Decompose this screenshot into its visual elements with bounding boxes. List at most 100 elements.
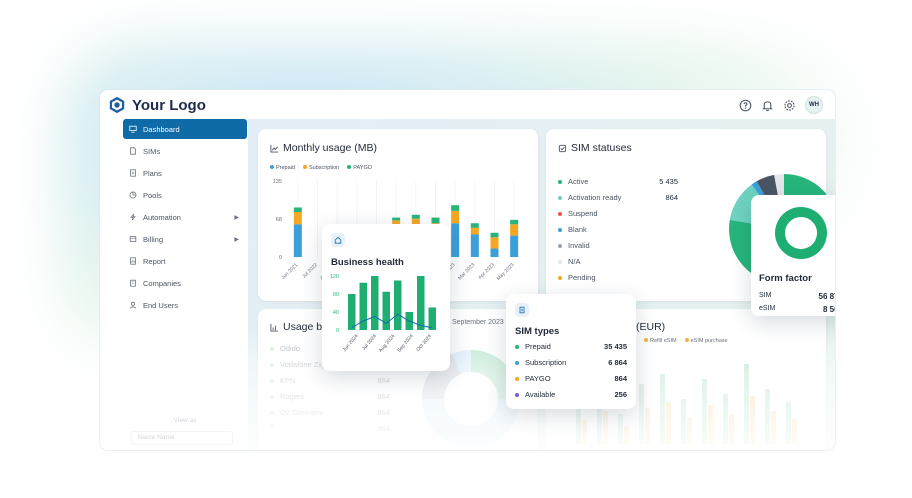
eur-bar [708, 405, 713, 444]
sim-type-row[interactable]: Subscription [515, 358, 566, 367]
sidebar-item-end-users[interactable]: End Users [123, 295, 247, 315]
bar-paygo[interactable] [411, 214, 420, 219]
donut-slice-invalid[interactable] [756, 174, 780, 205]
period-label: September 2023 [452, 319, 504, 326]
bar-paygo[interactable] [490, 232, 499, 238]
form-factor-popover[interactable]: Form factor SIM 56 875 eSIM 8 562 [751, 195, 835, 316]
bar-paygo[interactable] [431, 217, 440, 224]
sim-type-value: 864 [614, 374, 627, 383]
sim-status-row[interactable]: Blank [558, 225, 587, 234]
sim-type-value: 35 435 [604, 342, 627, 351]
x-tick-label: Jul 2024 [361, 333, 378, 352]
eur-bar [771, 411, 776, 444]
line-chart-icon [270, 144, 279, 153]
sidebar-item-plans[interactable]: Plans [123, 163, 247, 183]
legend-label: Prepaid [276, 165, 295, 171]
bar-subscription[interactable] [490, 237, 499, 249]
gear-icon[interactable] [783, 99, 796, 112]
user-icon [129, 301, 137, 309]
sim-status-row[interactable]: Activation ready [558, 193, 621, 202]
bar-paygo[interactable] [293, 207, 302, 212]
status-dot [558, 211, 562, 216]
sim-status-icon [558, 144, 567, 152]
sim-status-row[interactable]: Active [558, 177, 588, 186]
monthly-usage-title: Monthly usage (MB) [283, 142, 377, 154]
document-icon [130, 169, 136, 177]
bar-prepaid[interactable] [451, 223, 460, 257]
donut-slice-esim[interactable] [781, 207, 802, 223]
sim-status-label: Activation ready [568, 193, 622, 202]
bar-subscription[interactable] [510, 224, 519, 236]
bar-prepaid[interactable] [510, 235, 519, 257]
sim-types-popover[interactable]: SIM types Prepaid 35 435 Subscription 6 864… [506, 294, 636, 409]
help-icon[interactable] [739, 99, 752, 112]
sim-status-row[interactable]: N/A [558, 257, 581, 266]
sim-status-label: Suspend [568, 209, 598, 218]
sidebar-item-billing[interactable]: Billing ▶ [123, 229, 247, 249]
usage-by-row: Rogers [270, 392, 304, 401]
eur-title: (EUR) [636, 321, 666, 333]
bar-paygo[interactable] [470, 223, 479, 228]
status-dot [558, 179, 562, 184]
sidebar-item-sims[interactable]: SIMs [123, 141, 247, 161]
form-factor-label: SIM [759, 292, 772, 299]
bar-subscription[interactable] [293, 211, 302, 225]
sim-status-row[interactable]: Suspend [558, 209, 598, 218]
sidebar-item-pools[interactable]: Pools [123, 185, 247, 205]
sim-type-row[interactable]: PAYGO [515, 374, 551, 383]
bar-subscription[interactable] [470, 227, 479, 235]
sidebar-item-dashboard[interactable]: Dashboard [123, 119, 247, 139]
form-factor-title: Form factor [759, 273, 812, 284]
app-window: Your Logo WH Dashboard SIMs Plans Pools … [100, 90, 835, 450]
bell-icon[interactable] [761, 99, 774, 112]
home-icon [334, 236, 342, 244]
sidebar-item-label: Plans [143, 168, 162, 178]
name-field[interactable]: Name Name [131, 431, 233, 445]
monthly-usage-title-row: Monthly usage (MB) [270, 142, 377, 154]
health-bar[interactable] [348, 294, 356, 330]
eur-bar [687, 417, 692, 444]
bar-prepaid[interactable] [293, 224, 302, 257]
health-bar[interactable] [394, 280, 402, 331]
bar-paygo[interactable] [510, 219, 519, 225]
bar-prepaid[interactable] [470, 234, 479, 257]
usage-by-title-row: Usage b [270, 321, 322, 333]
sim-status-row[interactable]: Invalid [558, 241, 590, 250]
eur-bar [582, 420, 587, 444]
eur-legend: Refill eSIM eSIM purchase [644, 338, 728, 344]
sim-status-row[interactable]: Pending [558, 273, 596, 282]
sim-status-label: Active [568, 177, 589, 186]
x-tick-label: Aug 2024 [378, 333, 396, 353]
avatar[interactable]: WH [805, 96, 823, 114]
sim-type-value: 256 [614, 390, 627, 399]
health-bar[interactable] [382, 291, 391, 330]
bar-subscription[interactable] [411, 218, 420, 229]
eur-bar [750, 396, 755, 444]
eur-bar [576, 404, 581, 444]
sidebar-item-automation[interactable]: Automation ▶ [123, 207, 247, 227]
health-bar[interactable] [359, 282, 368, 330]
x-tick-label: Mar 2023 [457, 262, 476, 281]
health-bar[interactable] [371, 276, 379, 330]
y-tick-label: 80 [333, 292, 339, 298]
eur-bar [702, 379, 707, 444]
bar-prepaid[interactable] [490, 248, 499, 257]
usage-by-row: KPN [270, 376, 295, 385]
sidebar-item-report[interactable]: Report [123, 251, 247, 271]
sidebar-item-label: Report [143, 256, 166, 266]
health-bar[interactable] [428, 307, 437, 331]
x-tick-label: Sep 2024 [396, 333, 414, 353]
donut-slice-sim[interactable] [775, 207, 827, 259]
bar-subscription[interactable] [451, 210, 460, 224]
chevron-right-icon: ▶ [234, 214, 239, 221]
sidebar-item-companies[interactable]: Companies [123, 273, 247, 293]
business-health-popover[interactable]: Business health 120 80 40 0 Jun 2024 Jul 2024… [322, 224, 450, 371]
logo-text[interactable]: Your Logo [132, 96, 206, 114]
donut-slice-n-a[interactable] [774, 174, 785, 201]
sim-type-row[interactable]: Prepaid [515, 342, 551, 351]
health-bar[interactable] [417, 276, 425, 330]
bar-paygo[interactable] [451, 205, 460, 211]
sim-type-row[interactable]: Available [515, 390, 555, 399]
sim-status-label: Invalid [568, 241, 590, 250]
bar-paygo[interactable] [392, 217, 401, 221]
